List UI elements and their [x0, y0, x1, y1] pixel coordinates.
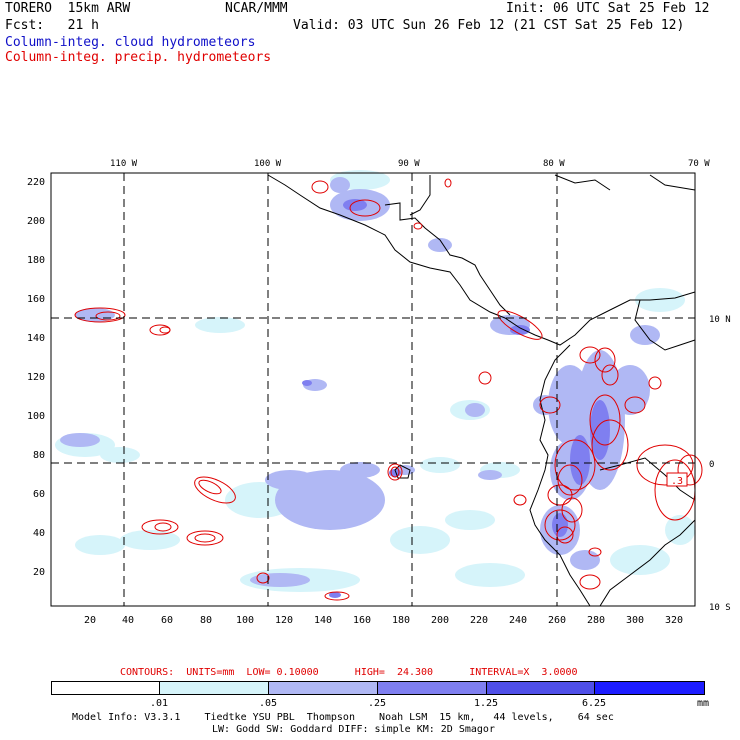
- x-tick-40: 40: [122, 615, 134, 626]
- model-info-line2: LW: Godd SW: Goddard DIFF: simple KM: 2D…: [212, 724, 495, 735]
- cloud-field-label: Column-integ. cloud hydrometeors: [5, 35, 256, 50]
- y-tick-180: 180: [27, 255, 45, 266]
- y-tick-80: 80: [33, 450, 45, 461]
- x-tick-180: 180: [392, 615, 410, 626]
- x-tick-60: 60: [161, 615, 173, 626]
- colorbar-swatch: [487, 682, 595, 694]
- x-tick-140: 140: [314, 615, 332, 626]
- colorbar-swatch: [595, 682, 704, 694]
- map-frame: [50, 172, 696, 607]
- valid-time: Valid: 03 UTC Sun 26 Feb 12 (21 CST Sat …: [293, 18, 685, 33]
- forecast-hour: Fcst: 21 h: [5, 18, 99, 33]
- lon-label-100w: 100 W: [254, 159, 282, 169]
- x-tick-20: 20: [84, 615, 96, 626]
- x-tick-240: 240: [509, 615, 527, 626]
- x-tick-120: 120: [275, 615, 293, 626]
- y-tick-200: 200: [27, 216, 45, 227]
- colorbar-unit: mm: [697, 698, 709, 709]
- cloud-fill-layer: [55, 170, 695, 598]
- x-tick-200: 200: [431, 615, 449, 626]
- model-info-line1: Model Info: V3.3.1 Tiedtke YSU PBL Thomp…: [72, 712, 614, 723]
- x-tick-280: 280: [587, 615, 605, 626]
- y-tick-20: 20: [33, 567, 45, 578]
- colorbar-swatch: [160, 682, 269, 694]
- lon-label-80w: 80 W: [543, 159, 565, 169]
- y-tick-40: 40: [33, 528, 45, 539]
- y-tick-120: 120: [27, 372, 45, 383]
- colorbar-level-4: 6.25: [582, 698, 606, 709]
- precip-field-label: Column-integ. precip. hydrometeors: [5, 50, 272, 65]
- contours-info: CONTOURS: UNITS=mm LOW= 0.10000 HIGH= 24…: [120, 667, 578, 678]
- y-tick-160: 160: [27, 294, 45, 305]
- precip-contours: [74, 178, 703, 601]
- colorbar-level-1: .05: [259, 698, 277, 709]
- x-tick-260: 260: [548, 615, 566, 626]
- lon-label-90w: 90 W: [398, 159, 420, 169]
- lon-label-110w: 110 W: [110, 159, 138, 169]
- max-label-box: [666, 472, 688, 487]
- colorbar-swatch: [269, 682, 378, 694]
- lon-label-70w: 70 W: [688, 159, 710, 169]
- y-tick-220: 220: [27, 177, 45, 188]
- x-tick-300: 300: [626, 615, 644, 626]
- colorbar-level-3: 1.25: [474, 698, 498, 709]
- max-label-text: .3: [671, 476, 683, 487]
- colorbar-swatch: [52, 682, 160, 694]
- coastlines: [267, 174, 696, 607]
- lat-label-10n: 10 N: [709, 315, 731, 325]
- model-title: TORERO 15km ARW: [5, 1, 131, 16]
- colorbar-level-0: .01: [150, 698, 168, 709]
- x-tick-220: 220: [470, 615, 488, 626]
- center-label: NCAR/MMM: [225, 1, 288, 16]
- colorbar-level-2: .25: [368, 698, 386, 709]
- x-tick-320: 320: [665, 615, 683, 626]
- x-tick-100: 100: [236, 615, 254, 626]
- grid-lines: [51, 173, 695, 606]
- lat-label-10s: 10 S: [709, 603, 731, 613]
- x-tick-80: 80: [200, 615, 212, 626]
- init-time: Init: 06 UTC Sat 25 Feb 12: [506, 1, 710, 16]
- y-tick-60: 60: [33, 489, 45, 500]
- colorbar-swatch: [378, 682, 487, 694]
- lat-label-0: 0: [709, 460, 714, 470]
- y-tick-140: 140: [27, 333, 45, 344]
- colorbar: [51, 681, 705, 695]
- x-tick-160: 160: [353, 615, 371, 626]
- y-tick-100: 100: [27, 411, 45, 422]
